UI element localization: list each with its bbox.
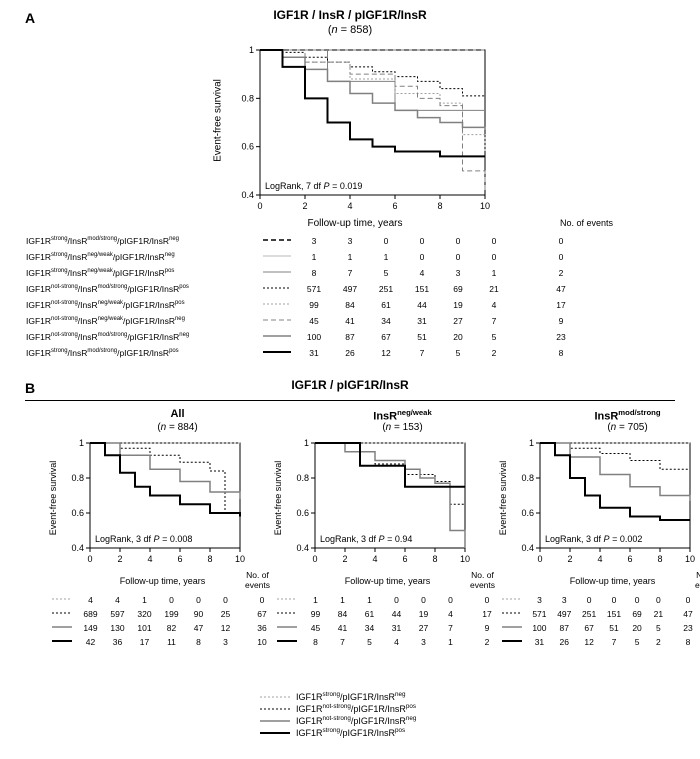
chart-a: 0 2 4 6 8 10 0.4 0.6 0.8 1 LogRank, 7 df P = 0.019 — [220, 45, 490, 220]
panel-b-chart-1-subtitle: (n = 153) — [305, 422, 500, 433]
chart-b-2: 0 2 4 6 8 10 0.4 0.6 0.8 1 LogRank, 3 df P = 0.002 — [500, 438, 695, 573]
svg-text:1: 1 — [304, 438, 309, 448]
legend-b-item-1: IGF1Rnot-strong/pIGF1R/InsRpos — [260, 703, 416, 714]
events-header-0: No. ofevents — [240, 570, 275, 590]
svg-text:LogRank, 3 df P = 0.008: LogRank, 3 df P = 0.008 — [95, 534, 192, 544]
legend-b-item-2: IGF1Rnot-strong/pIGF1R/InsRneg — [260, 715, 416, 726]
svg-text:0.6: 0.6 — [71, 508, 84, 518]
chart-b-2-xlabel: Follow-up time, years — [530, 576, 695, 586]
events-header-1: No. ofevents — [465, 570, 500, 590]
legend-b-item-3: IGF1Rstrong/pIGF1R/InsRpos — [260, 727, 416, 738]
svg-text:0.4: 0.4 — [241, 190, 254, 200]
svg-text:0: 0 — [537, 554, 542, 564]
svg-text:6: 6 — [627, 554, 632, 564]
svg-text:4: 4 — [597, 554, 602, 564]
svg-text:4: 4 — [372, 554, 377, 564]
chart-b-1-ylabel: Event-free survival — [273, 443, 283, 553]
svg-text:1: 1 — [79, 438, 84, 448]
svg-text:0.4: 0.4 — [71, 543, 84, 553]
svg-text:10: 10 — [480, 201, 490, 211]
svg-text:6: 6 — [392, 201, 397, 211]
svg-text:0: 0 — [312, 554, 317, 564]
legend-b-item-0: IGF1Rstrong/pIGF1R/InsRneg — [260, 691, 416, 702]
panel-b-chart-2-subtitle: (n = 705) — [530, 422, 700, 433]
risk-table-b-2: 3300000571497251151692147100876751205233… — [496, 592, 700, 650]
risk-table-b-0: 4410000689597320199902567149130101824712… — [46, 592, 278, 650]
svg-text:0: 0 — [257, 201, 262, 211]
svg-text:10: 10 — [235, 554, 245, 564]
chart-b-1-xlabel: Follow-up time, years — [305, 576, 470, 586]
panel-a-subtitle: (n = 858) — [0, 24, 700, 36]
svg-text:0.8: 0.8 — [71, 473, 84, 483]
chart-b-0: 0 2 4 6 8 10 0.4 0.6 0.8 1 LogRank, 3 df P = 0.008 — [50, 438, 245, 573]
svg-text:2: 2 — [342, 554, 347, 564]
svg-text:4: 4 — [147, 554, 152, 564]
svg-text:LogRank, 7 df P = 0.019: LogRank, 7 df P = 0.019 — [265, 181, 362, 191]
risk-table-b-1: 111000099846144194174541343127798754312 — [271, 592, 503, 650]
svg-text:0.6: 0.6 — [296, 508, 309, 518]
svg-text:8: 8 — [432, 554, 437, 564]
chart-b-1: 0 2 4 6 8 10 0.4 0.6 0.8 1 LogRank, 3 df P = 0.94 — [275, 438, 470, 573]
svg-text:10: 10 — [460, 554, 470, 564]
events-header-2: No. ofevents — [690, 570, 700, 590]
no-events-a: No. of events — [560, 218, 613, 228]
svg-text:0.6: 0.6 — [241, 142, 254, 152]
svg-text:2: 2 — [302, 201, 307, 211]
risk-table-a: IGF1Rstrong/InsRmod/strong/pIGF1R/InsRne… — [20, 232, 595, 362]
svg-text:0: 0 — [87, 554, 92, 564]
chart-b-0-ylabel: Event-free survival — [48, 443, 58, 553]
chart-a-xlabel: Follow-up time, years — [220, 218, 490, 229]
svg-text:6: 6 — [177, 554, 182, 564]
legend-b: IGF1Rstrong/pIGF1R/InsRnegIGF1Rnot-stron… — [260, 690, 416, 739]
svg-text:8: 8 — [657, 554, 662, 564]
svg-text:0.4: 0.4 — [296, 543, 309, 553]
svg-text:2: 2 — [117, 554, 122, 564]
panel-b-chart-0-title: All — [80, 408, 275, 420]
panel-b-chart-1-title: InsRneg/weak — [305, 408, 500, 423]
svg-text:0.8: 0.8 — [521, 473, 534, 483]
svg-text:0.8: 0.8 — [296, 473, 309, 483]
svg-text:0.6: 0.6 — [521, 508, 534, 518]
panel-b-chart-2-title: InsRmod/strong — [530, 408, 700, 423]
svg-text:1: 1 — [249, 45, 254, 55]
divider-line — [25, 400, 675, 401]
svg-text:8: 8 — [437, 201, 442, 211]
chart-b-2-ylabel: Event-free survival — [498, 443, 508, 553]
svg-text:LogRank, 3 df P = 0.002: LogRank, 3 df P = 0.002 — [545, 534, 642, 544]
svg-text:2: 2 — [567, 554, 572, 564]
panel-a-title: IGF1R / InsR / pIGF1R/InsR — [0, 8, 700, 22]
svg-text:6: 6 — [402, 554, 407, 564]
panel-b-title: IGF1R / pIGF1R/InsR — [0, 378, 700, 392]
chart-b-0-xlabel: Follow-up time, years — [80, 576, 245, 586]
svg-text:10: 10 — [685, 554, 695, 564]
svg-text:4: 4 — [347, 201, 352, 211]
svg-text:LogRank, 3 df P = 0.94: LogRank, 3 df P = 0.94 — [320, 534, 412, 544]
chart-a-ylabel: Event-free survival — [213, 61, 224, 181]
svg-text:0.8: 0.8 — [241, 93, 254, 103]
panel-b-chart-0-subtitle: (n = 884) — [80, 422, 275, 433]
svg-text:8: 8 — [207, 554, 212, 564]
svg-text:0.4: 0.4 — [521, 543, 534, 553]
svg-text:1: 1 — [529, 438, 534, 448]
